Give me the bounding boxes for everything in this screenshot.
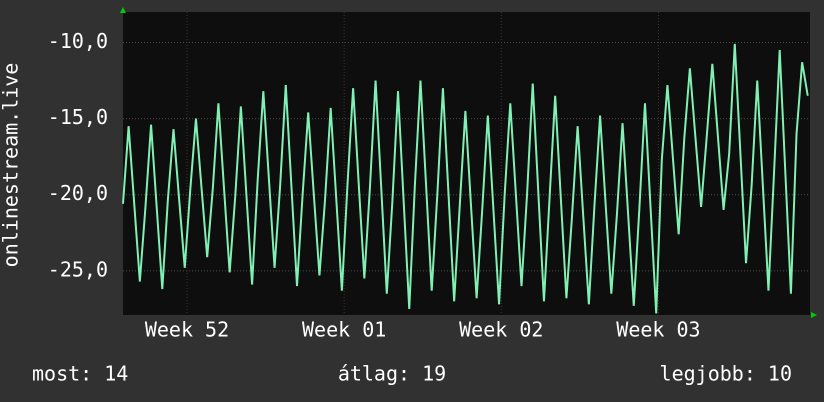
x-tick-label: Week 52 [145, 318, 229, 342]
y-axis-label: onlinestream.live [0, 63, 23, 268]
stat-best: legjobb: 10 [660, 362, 792, 386]
y-tick-label: -10,0 [48, 29, 108, 53]
axis-arrow [811, 312, 817, 318]
y-tick-label: -20,0 [48, 181, 108, 205]
x-tick-label: Week 02 [459, 318, 543, 342]
axis-arrow [120, 7, 126, 13]
stat-average: átlag: 19 [338, 362, 446, 386]
x-tick-label: Week 03 [616, 318, 700, 342]
data-line [122, 43, 809, 314]
y-tick-label: -15,0 [48, 105, 108, 129]
x-tick-label: Week 01 [302, 318, 386, 342]
plot-area [123, 12, 810, 315]
y-tick-label: -25,0 [48, 257, 108, 281]
stat-current: most: 14 [32, 362, 128, 386]
